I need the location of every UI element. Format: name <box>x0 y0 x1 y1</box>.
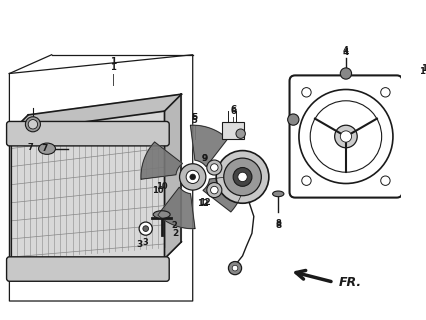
Text: 3: 3 <box>143 238 148 247</box>
Polygon shape <box>11 94 181 132</box>
Text: 5: 5 <box>191 113 197 122</box>
Ellipse shape <box>272 191 283 197</box>
Circle shape <box>287 114 298 125</box>
Circle shape <box>210 164 218 171</box>
Ellipse shape <box>404 78 416 88</box>
Circle shape <box>298 90 392 183</box>
Polygon shape <box>11 111 164 271</box>
Circle shape <box>206 160 222 175</box>
Polygon shape <box>158 187 195 228</box>
Text: 2: 2 <box>170 221 176 230</box>
Circle shape <box>216 151 268 203</box>
Polygon shape <box>190 125 227 167</box>
Text: 6: 6 <box>230 107 236 116</box>
Text: 8: 8 <box>275 220 280 228</box>
Ellipse shape <box>38 143 55 154</box>
Text: 11: 11 <box>420 64 426 73</box>
Text: 4: 4 <box>342 48 348 57</box>
FancyBboxPatch shape <box>6 257 169 281</box>
Text: 6: 6 <box>230 105 236 114</box>
Text: 12: 12 <box>199 198 210 207</box>
Circle shape <box>190 174 195 180</box>
Text: 12: 12 <box>197 199 208 208</box>
Text: 2: 2 <box>172 229 178 238</box>
Circle shape <box>380 176 389 185</box>
Text: 1: 1 <box>109 63 115 72</box>
FancyBboxPatch shape <box>289 76 401 198</box>
Circle shape <box>380 88 389 97</box>
Circle shape <box>228 261 241 275</box>
Text: 9: 9 <box>201 154 207 163</box>
Circle shape <box>237 172 247 182</box>
Circle shape <box>340 131 351 142</box>
Circle shape <box>232 265 237 271</box>
Text: 10: 10 <box>155 182 167 191</box>
Text: 8: 8 <box>274 221 281 230</box>
Circle shape <box>139 222 152 235</box>
Circle shape <box>186 170 199 183</box>
Text: 3: 3 <box>136 240 142 249</box>
FancyBboxPatch shape <box>6 122 169 146</box>
Text: FR.: FR. <box>338 276 361 289</box>
Text: 1: 1 <box>109 57 116 66</box>
Bar <box>222 122 244 139</box>
Text: 7: 7 <box>41 144 47 153</box>
Circle shape <box>340 68 351 79</box>
Circle shape <box>206 183 222 198</box>
Text: 11: 11 <box>418 67 426 76</box>
Circle shape <box>223 158 261 196</box>
Ellipse shape <box>153 211 170 218</box>
Circle shape <box>28 120 37 129</box>
Circle shape <box>25 117 40 132</box>
Polygon shape <box>141 142 182 179</box>
Text: 9: 9 <box>201 154 207 163</box>
Text: 7: 7 <box>27 143 33 152</box>
Polygon shape <box>164 94 181 259</box>
Circle shape <box>143 226 148 231</box>
Circle shape <box>236 129 245 138</box>
Text: 4: 4 <box>342 46 348 55</box>
Circle shape <box>301 88 311 97</box>
Circle shape <box>233 168 251 186</box>
Text: 10: 10 <box>152 186 163 195</box>
Circle shape <box>301 176 311 185</box>
Polygon shape <box>202 175 244 212</box>
Text: 5: 5 <box>191 116 197 125</box>
Circle shape <box>179 164 205 190</box>
Circle shape <box>334 125 357 148</box>
Circle shape <box>210 186 218 194</box>
Circle shape <box>310 101 381 172</box>
